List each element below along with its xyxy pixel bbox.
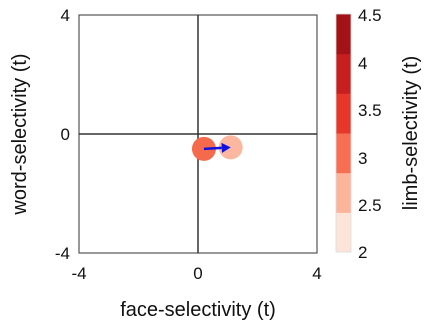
colorbar-band-2	[336, 172, 351, 213]
colorbar-tick-4-5: 4.5	[358, 6, 382, 25]
x-tick-label-max: 4	[312, 264, 321, 283]
colorbar-band-1	[336, 212, 351, 253]
colorbar-tick-4: 4	[358, 54, 367, 73]
y-tick-label-min: -4	[55, 244, 70, 263]
colorbar-band-6	[336, 14, 351, 55]
colorbar-title: limb-selectivity (t)	[400, 56, 422, 210]
zero-lines	[79, 15, 317, 253]
arrow-shaft	[203, 146, 222, 151]
x-tick-label-min: -4	[71, 264, 86, 283]
colorbar-band-5	[336, 53, 351, 94]
x-axis-title: face-selectivity (t)	[120, 299, 276, 321]
x-tick-label-zero: 0	[193, 264, 202, 283]
colorbar	[336, 14, 351, 253]
colorbar-tick-2: 2	[358, 243, 367, 262]
arrow-head	[221, 142, 231, 153]
colorbar-band-4	[336, 93, 351, 134]
colorbar-band-3	[336, 133, 351, 174]
y-tick-label-zero: 0	[61, 125, 70, 144]
colorbar-tick-3: 3	[358, 149, 367, 168]
colorbar-tick-3-5: 3.5	[358, 101, 382, 120]
colorbar-frame	[335, 13, 352, 253]
shift-arrow	[203, 142, 231, 153]
y-axis-title: word-selectivity (t)	[9, 53, 31, 215]
y-tick-label-max: 4	[61, 6, 70, 25]
colorbar-tick-2-5: 2.5	[358, 196, 382, 215]
